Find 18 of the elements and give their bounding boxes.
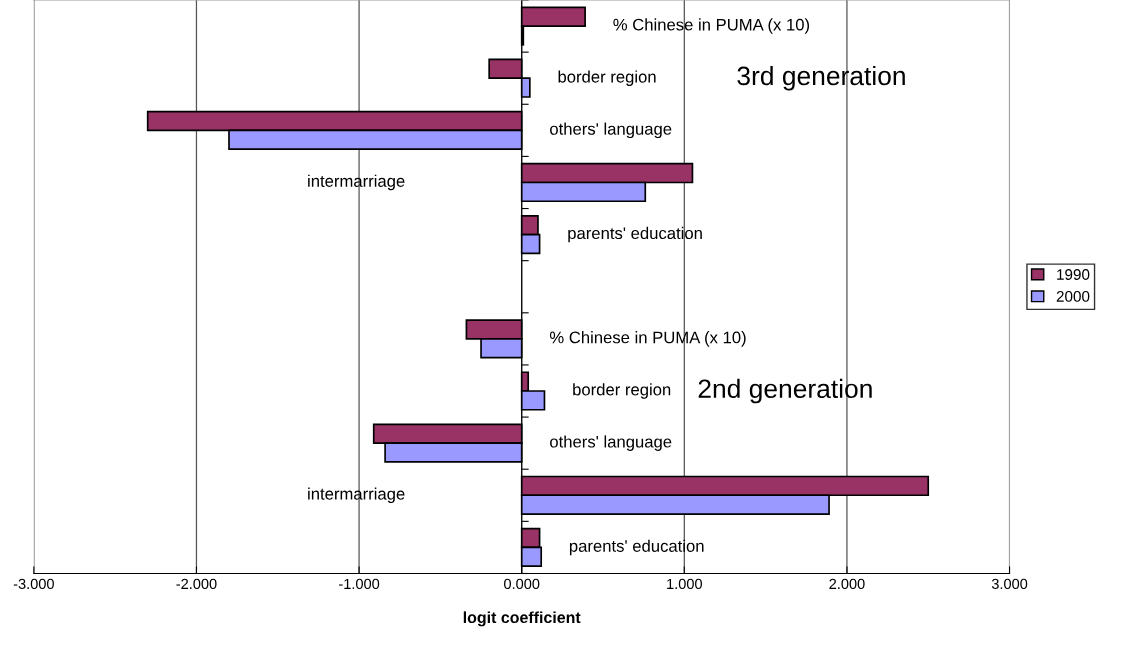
x-tick-label: 2.000	[829, 578, 865, 590]
x-tick-label: -1.000	[339, 578, 380, 590]
x-tick-label: 3.000	[991, 578, 1028, 590]
x-tick-label: 1.000	[667, 578, 702, 590]
x-axis-title: logit coefficient	[463, 611, 581, 627]
y-tick-label: intermarriage	[308, 174, 405, 191]
annotation: 3rd generation	[737, 65, 905, 91]
legend-label: 1990	[1057, 269, 1090, 280]
annotation: 2nd generation	[698, 378, 872, 404]
x-tick-label: -2.000	[176, 578, 217, 590]
y-tick-label: border region	[573, 383, 671, 399]
x-tick-label: -3.000	[13, 578, 54, 590]
y-tick-label: intermarriage	[308, 487, 405, 504]
legend-label: 2000	[1056, 290, 1090, 302]
y-tick-label: others' language	[550, 435, 672, 451]
y-tick-label: others' language	[550, 122, 672, 139]
x-tick-label: 0.000	[504, 578, 540, 590]
y-tick-label: border region	[558, 70, 656, 86]
